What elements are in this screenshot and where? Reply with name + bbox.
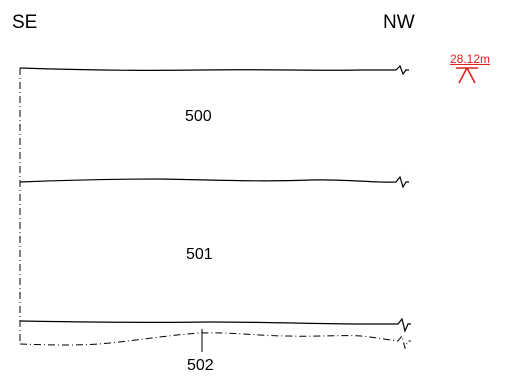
level-marker-value: 28.12m xyxy=(449,52,491,66)
boundary-500-501 xyxy=(19,175,409,189)
boundary-501-502 xyxy=(19,317,411,333)
layer-label-500: 500 xyxy=(185,108,212,125)
layer-label-501: 501 xyxy=(186,246,213,263)
boundary-base xyxy=(19,332,411,350)
orientation-right: NW xyxy=(383,12,415,33)
level-marker-icon xyxy=(456,67,478,84)
boundary-top xyxy=(19,64,409,76)
layer-label-502: 502 xyxy=(187,357,214,374)
orientation-left: SE xyxy=(12,12,38,33)
level-marker: 28.12m xyxy=(447,52,493,66)
